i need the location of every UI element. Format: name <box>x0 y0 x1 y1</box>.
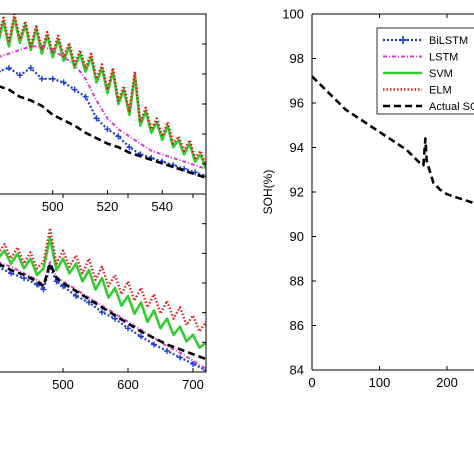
data-point-bilstm <box>40 286 47 293</box>
data-point-bilstm <box>60 79 67 86</box>
series-line-lstm <box>0 261 206 370</box>
x-tick-label: 600 <box>117 377 139 392</box>
legend-entry-svm: SVM <box>383 68 453 80</box>
panel-bottom-left: 500 600 700 <box>0 193 207 392</box>
y-tick-label: 84 <box>290 363 304 378</box>
legend-label: SVM <box>429 68 453 80</box>
y-tick-label: 100 <box>282 7 304 22</box>
legend-entry-lstm: LSTM <box>383 52 458 64</box>
y-tick-label: 98 <box>290 51 304 66</box>
series-line-svm <box>0 16 206 170</box>
series-line-elm <box>0 14 206 166</box>
y-axis-label: SOH(%) <box>261 170 275 215</box>
y-tick-label: 88 <box>290 274 304 289</box>
data-point-bilstm <box>93 115 100 122</box>
x-tick-label: 700 <box>182 377 204 392</box>
data-point-bilstm <box>190 360 196 367</box>
series-line-elm <box>0 226 206 333</box>
series-line-lstm <box>0 45 206 170</box>
x-tick-label: 540 <box>151 199 173 214</box>
data-point-bilstm <box>73 292 79 299</box>
legend-entry-elm: ELM <box>383 85 452 97</box>
x-tick-label: 500 <box>42 199 64 214</box>
data-point-bilstm <box>71 86 78 93</box>
legend-label: Actual SOH <box>429 101 474 113</box>
data-point-bilstm <box>115 133 122 140</box>
legend-box <box>376 27 474 115</box>
x-tick-label: 200 <box>436 375 458 390</box>
y-tick-label: 90 <box>290 229 304 244</box>
data-point-bilstm <box>5 65 12 71</box>
legend-label: LSTM <box>429 52 458 64</box>
legend: BiLSTM LSTM SVM ELM Actual SOH <box>376 27 474 115</box>
series-line-actual <box>0 85 206 180</box>
data-point-bilstm <box>177 354 183 361</box>
data-point-bilstm <box>27 65 34 71</box>
data-point-bilstm <box>82 93 89 100</box>
data-point-bilstm <box>151 341 157 348</box>
data-point-bilstm <box>99 309 105 316</box>
panel-bottom-left-plot-area <box>0 226 206 372</box>
panel-top-left-axes-box <box>0 13 207 195</box>
panel-right-plot-area <box>312 75 474 205</box>
y-tick-label: 96 <box>290 96 304 111</box>
data-point-bilstm <box>49 75 56 82</box>
series-line-actual <box>312 75 474 205</box>
data-point-bilstm <box>164 347 170 354</box>
panel-right: SOH(%) BiLSTM LSTM SVM ELM Actual SOH 0 100 20… <box>261 7 474 390</box>
data-point-bilstm <box>203 367 206 372</box>
data-point-bilstm <box>38 75 45 82</box>
data-point-bilstm <box>0 70 1 73</box>
data-point-bilstm <box>125 325 131 332</box>
y-tick-label: 86 <box>290 318 304 333</box>
series-line-svm <box>0 236 206 350</box>
x-tick-label: 100 <box>369 375 391 390</box>
legend-label: BiLSTM <box>429 35 468 47</box>
y-tick-label: 94 <box>290 140 304 155</box>
legend-label: ELM <box>429 85 452 97</box>
panel-top-left: 500 520 540 <box>0 13 207 214</box>
series-line-bilstm <box>0 66 206 178</box>
data-point-bilstm <box>138 333 144 340</box>
data-point-bilstm <box>86 299 92 306</box>
data-point-bilstm <box>104 126 111 133</box>
legend-entry-actual: Actual SOH <box>383 101 474 113</box>
data-point-bilstm <box>16 72 23 79</box>
x-tick-label: 500 <box>52 377 74 392</box>
data-point-bilstm <box>34 281 40 288</box>
panel-top-left-plot-area <box>0 14 206 180</box>
x-tick-label: 0 <box>308 375 315 390</box>
legend-entry-bilstm: BiLSTM <box>383 35 468 47</box>
data-point-bilstm <box>126 144 133 151</box>
y-tick-label: 92 <box>290 185 304 200</box>
x-tick-label: 520 <box>97 199 119 214</box>
